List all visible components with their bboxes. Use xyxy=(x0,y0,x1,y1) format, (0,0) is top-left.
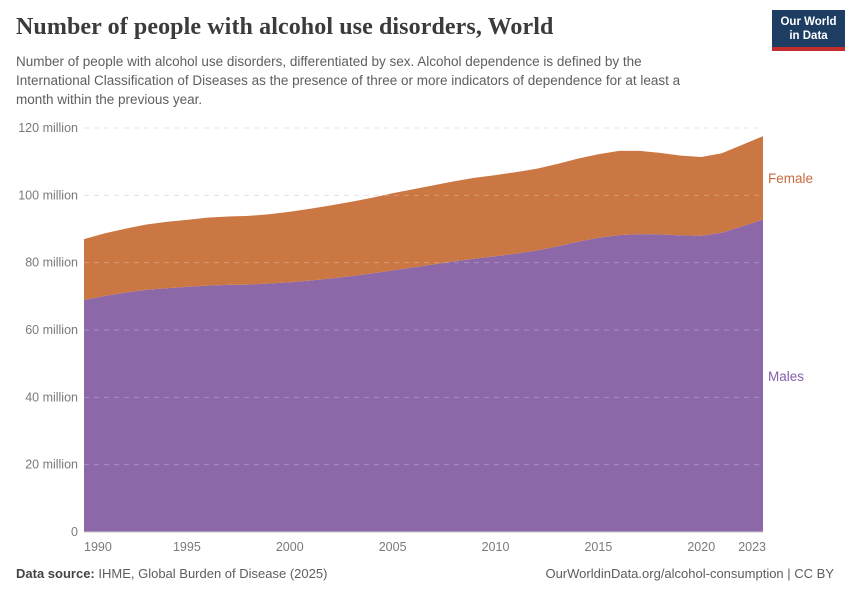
y-tick-label: 60 million xyxy=(25,323,78,337)
x-tick-label: 2000 xyxy=(276,540,304,554)
x-tick-label: 2015 xyxy=(584,540,612,554)
owid-logo-line1: Our World xyxy=(780,16,837,28)
chart-subtitle: Number of people with alcohol use disord… xyxy=(16,54,681,107)
owid-logo-accent-bar xyxy=(772,47,845,51)
x-tick-label: 2023 xyxy=(738,540,766,554)
y-tick-label: 120 million xyxy=(18,121,78,135)
y-tick-label: 100 million xyxy=(18,188,78,202)
x-tick-label: 2020 xyxy=(687,540,715,554)
legend-label-female[interactable]: Female xyxy=(768,171,813,186)
x-tick-label: 2010 xyxy=(482,540,510,554)
x-tick-label: 2005 xyxy=(379,540,407,554)
y-tick-label: 20 million xyxy=(25,458,78,472)
y-tick-label: 40 million xyxy=(25,390,78,404)
chart-footer: Data source: IHME, Global Burden of Dise… xyxy=(16,566,834,581)
data-source-note: Data source: IHME, Global Burden of Dise… xyxy=(16,566,327,581)
data-source-label: Data source: xyxy=(16,566,95,581)
owid-logo[interactable]: Our World in Data xyxy=(772,10,845,51)
legend-label-males[interactable]: Males xyxy=(768,369,804,384)
y-tick-label: 0 xyxy=(71,525,78,539)
area-female[interactable] xyxy=(84,136,763,300)
y-tick-label: 80 million xyxy=(25,256,78,270)
page-title: Number of people with alcohol use disord… xyxy=(16,14,554,40)
x-tick-label: 1990 xyxy=(84,540,112,554)
data-source-value: IHME, Global Burden of Disease (2025) xyxy=(94,566,328,581)
owid-logo-line2: in Data xyxy=(789,30,828,42)
area-males[interactable] xyxy=(84,219,763,532)
credit-link[interactable]: OurWorldinData.org/alcohol-consumption |… xyxy=(545,566,834,581)
x-tick-label: 1995 xyxy=(173,540,201,554)
stacked-area-chart[interactable]: 0 20 million 40 million 60 million 80 millio… xyxy=(0,95,850,555)
